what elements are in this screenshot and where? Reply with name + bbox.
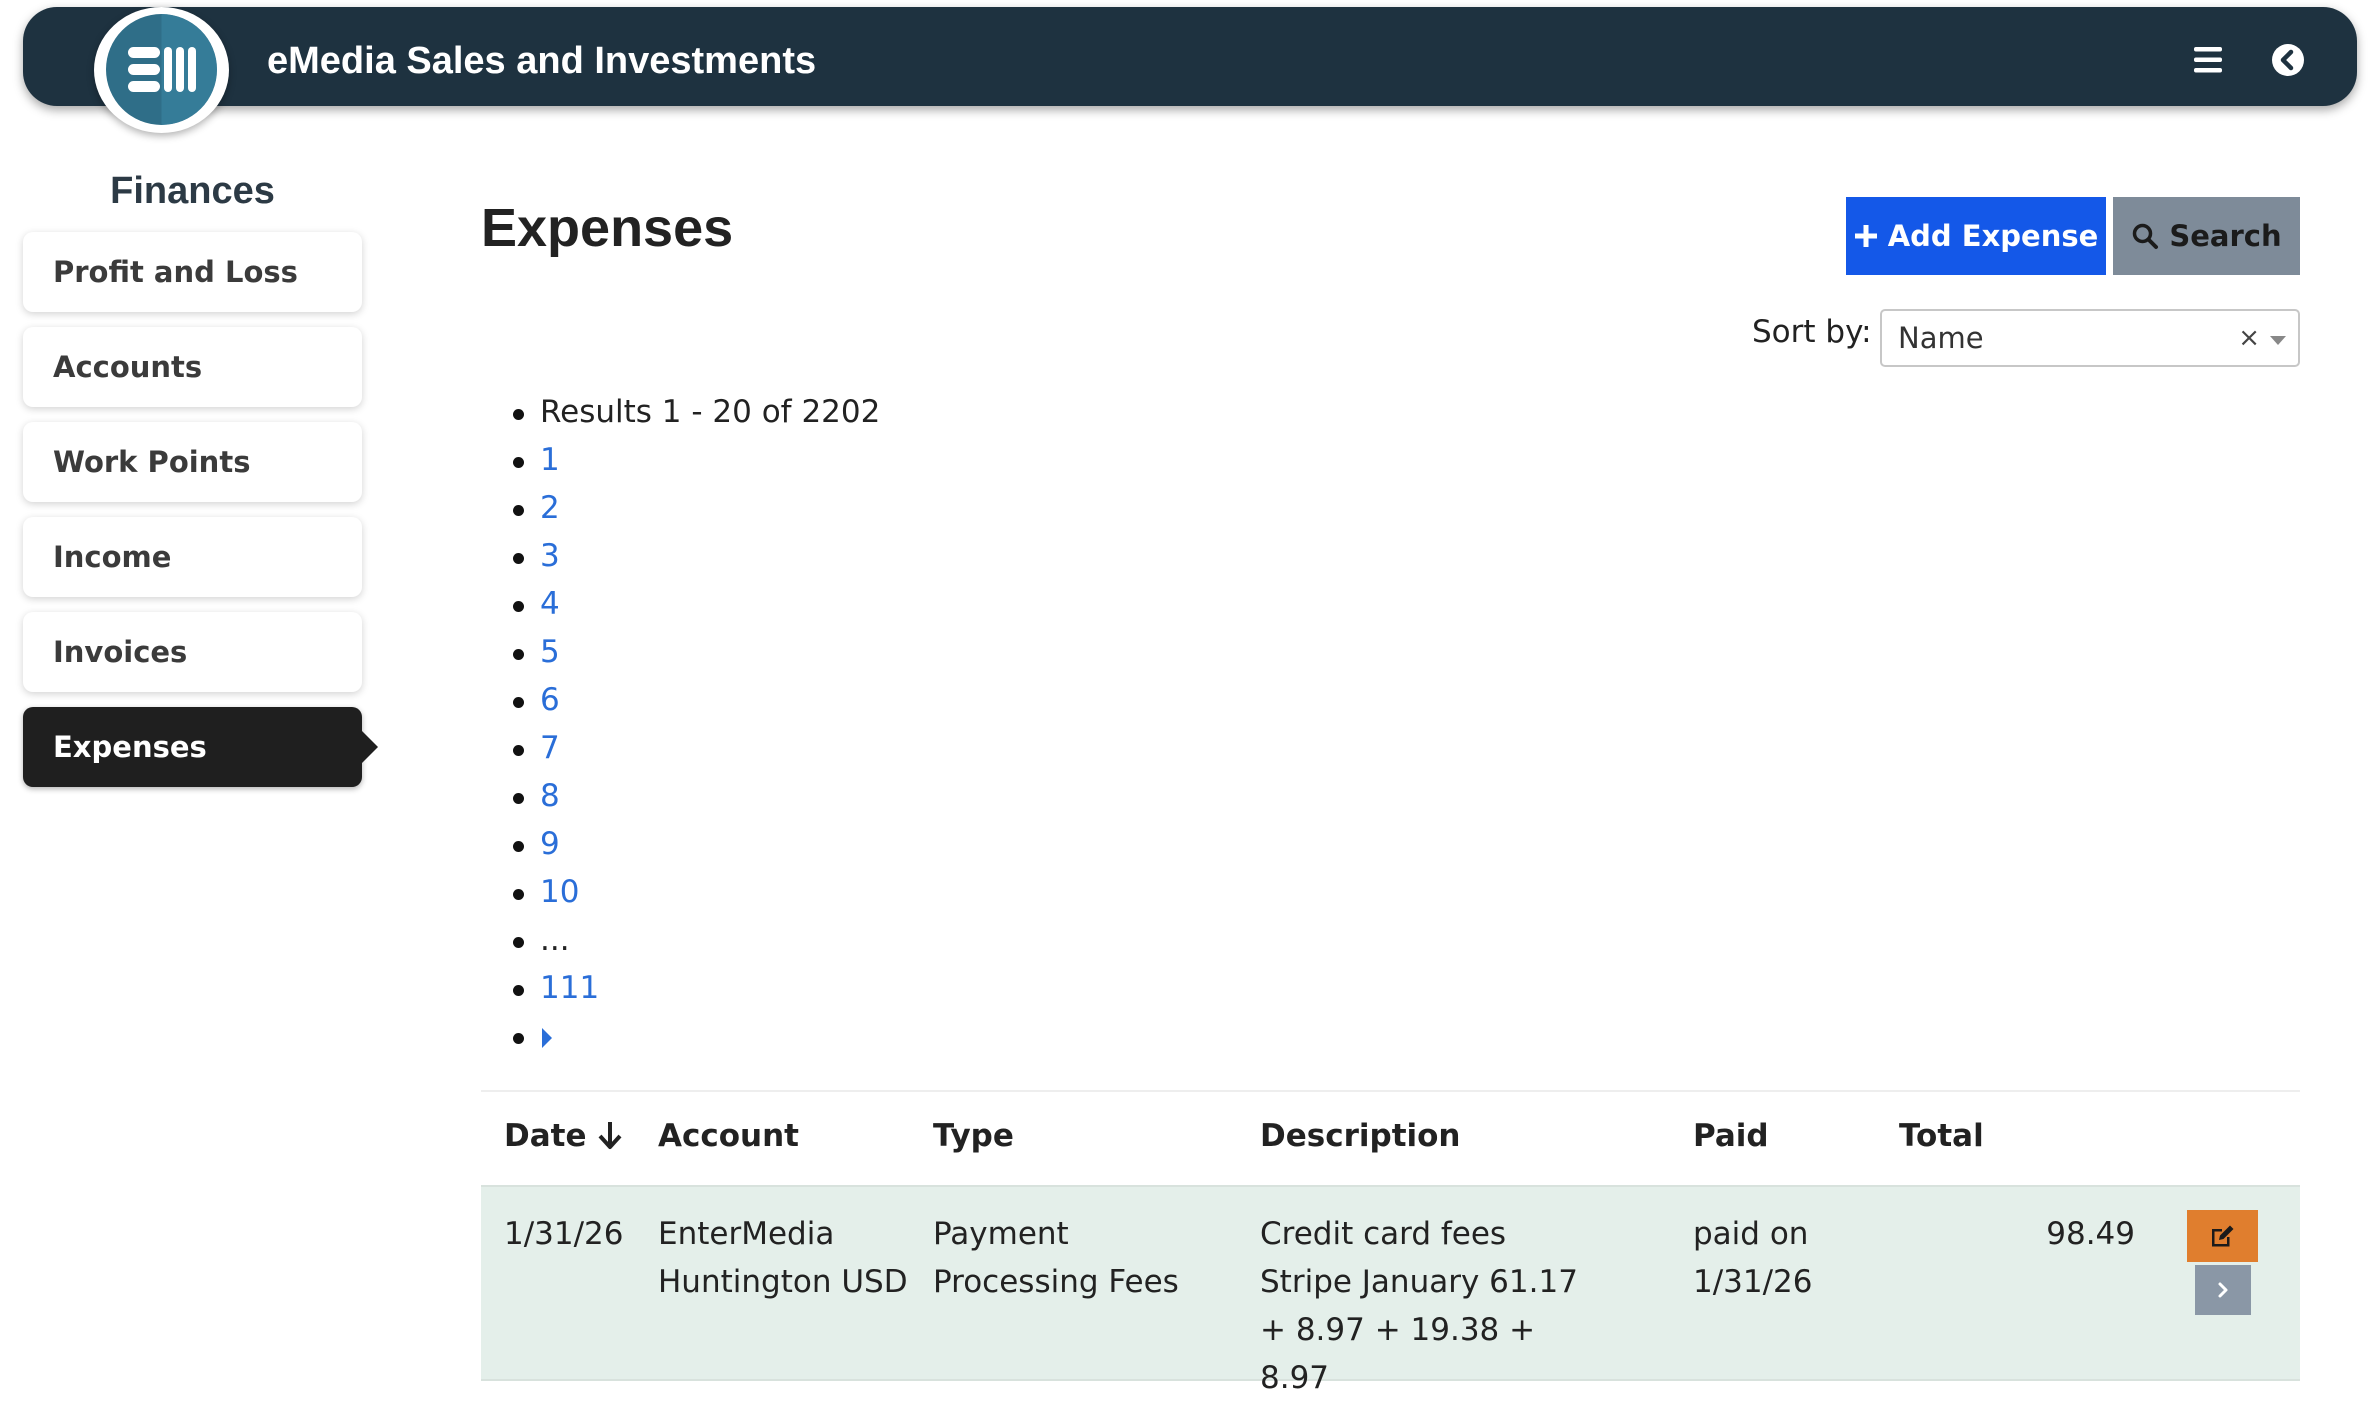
add-expense-button[interactable]: Add Expense <box>1846 197 2106 275</box>
logo[interactable] <box>94 7 229 133</box>
page-link-8[interactable]: 8 <box>510 772 880 820</box>
pagination: Results 1 - 20 of 2202 1 2 3 4 5 6 7 8 9… <box>510 388 880 1060</box>
page-link-9[interactable]: 9 <box>510 820 880 868</box>
page-link-6[interactable]: 6 <box>510 676 880 724</box>
open-row-button[interactable] <box>2195 1265 2251 1315</box>
sidebar-item-income[interactable]: Income <box>23 517 362 597</box>
chevron-right-icon <box>2218 1282 2228 1298</box>
column-header-description[interactable]: Description <box>1260 1118 1461 1154</box>
results-count: Results 1 - 20 of 2202 <box>510 388 880 436</box>
back-circle-icon[interactable] <box>2271 43 2305 77</box>
cell-paid: paid on 1/31/26 <box>1693 1216 1813 1300</box>
cell-total: 98.49 <box>2046 1216 2135 1252</box>
emedia-logo-icon <box>106 14 217 125</box>
pagination-ellipsis: ... <box>510 916 880 964</box>
sidebar-item-accounts[interactable]: Accounts <box>23 327 362 407</box>
plus-icon <box>1854 225 1877 247</box>
page-link-10[interactable]: 10 <box>510 868 880 916</box>
page-link-5[interactable]: 5 <box>510 628 880 676</box>
sidebar-item-profit-and-loss[interactable]: Profit and Loss <box>23 232 362 312</box>
clear-icon[interactable]: × <box>2238 323 2260 353</box>
add-expense-label: Add Expense <box>1887 219 2099 253</box>
search-label: Search <box>2169 219 2282 253</box>
column-header-type[interactable]: Type <box>933 1118 1014 1154</box>
table-divider <box>481 1090 2300 1092</box>
next-page-link[interactable] <box>510 1012 880 1060</box>
cell-type: Payment Processing Fees <box>933 1216 1179 1300</box>
next-arrow-icon <box>542 1027 552 1048</box>
sidebar-title: Finances <box>110 170 275 212</box>
edit-icon <box>2211 1225 2233 1247</box>
table-row[interactable] <box>481 1185 2300 1381</box>
column-header-total[interactable]: Total <box>1899 1118 1984 1154</box>
cell-date: 1/31/26 <box>504 1216 624 1252</box>
sidebar-item-expenses[interactable]: Expenses <box>23 707 378 787</box>
hamburger-icon[interactable] <box>2190 44 2226 76</box>
sort-label: Sort by: <box>1752 314 1872 350</box>
page-link-3[interactable]: 3 <box>510 532 880 580</box>
page-title: Expenses <box>481 198 734 258</box>
top-bar: eMedia Sales and Investments <box>23 7 2357 133</box>
edit-button[interactable] <box>2187 1210 2258 1262</box>
arrow-down-icon <box>598 1122 622 1149</box>
caret-down-icon[interactable] <box>2270 336 2286 345</box>
sidebar-item-work-points[interactable]: Work Points <box>23 422 362 502</box>
column-header-paid[interactable]: Paid <box>1693 1118 1769 1154</box>
search-icon <box>2133 223 2159 249</box>
sidebar-item-invoices[interactable]: Invoices <box>23 612 362 692</box>
app-title: eMedia Sales and Investments <box>267 40 817 82</box>
column-header-date[interactable]: Date <box>504 1118 623 1154</box>
cell-account: EnterMedia Huntington USD <box>658 1216 908 1300</box>
search-button[interactable]: Search <box>2113 197 2300 275</box>
page-link-4[interactable]: 4 <box>510 580 880 628</box>
sort-select[interactable]: Name × <box>1880 309 2300 367</box>
sort-value: Name <box>1898 321 1984 355</box>
cell-description: Credit card fees Stripe January 61.17 + … <box>1260 1216 1578 1396</box>
page-link-1[interactable]: 1 <box>510 436 880 484</box>
page-link-7[interactable]: 7 <box>510 724 880 772</box>
page-link-last[interactable]: 111 <box>510 964 880 1012</box>
page-link-2[interactable]: 2 <box>510 484 880 532</box>
column-header-account[interactable]: Account <box>658 1118 799 1154</box>
